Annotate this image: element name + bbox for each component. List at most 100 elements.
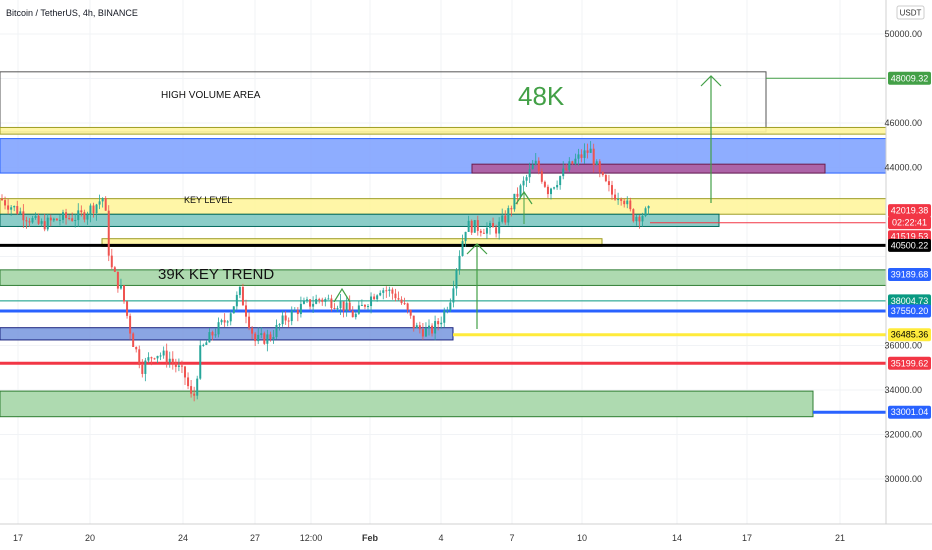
candle-body[interactable] bbox=[92, 205, 95, 214]
candle-body[interactable] bbox=[589, 148, 592, 153]
candle-body[interactable] bbox=[614, 194, 617, 200]
candle-body[interactable] bbox=[266, 334, 269, 344]
candle-body[interactable] bbox=[363, 304, 366, 307]
candle-body[interactable] bbox=[513, 193, 516, 210]
price-tag[interactable]: 48009.32 bbox=[888, 71, 931, 85]
candle-body[interactable] bbox=[4, 200, 7, 206]
price-tag[interactable]: 38004.73 bbox=[888, 294, 931, 308]
candle-body[interactable] bbox=[556, 185, 559, 188]
candle-body[interactable] bbox=[260, 333, 263, 335]
candle-body[interactable] bbox=[580, 154, 583, 158]
candle-body[interactable] bbox=[443, 310, 446, 323]
candle-body[interactable] bbox=[595, 161, 598, 165]
candle-body[interactable] bbox=[333, 307, 336, 309]
candle-body[interactable] bbox=[89, 205, 92, 215]
candle-body[interactable] bbox=[348, 302, 351, 311]
candle-body[interactable] bbox=[211, 332, 214, 336]
candle-body[interactable] bbox=[49, 217, 52, 221]
candle-body[interactable] bbox=[644, 208, 647, 217]
candle-body[interactable] bbox=[528, 169, 531, 178]
candle-body[interactable] bbox=[501, 215, 504, 222]
candle-body[interactable] bbox=[226, 321, 229, 323]
candle-body[interactable] bbox=[412, 315, 415, 329]
candle-body[interactable] bbox=[113, 267, 116, 272]
candle-body[interactable] bbox=[397, 298, 400, 300]
candle-body[interactable] bbox=[107, 210, 110, 256]
candle-body[interactable] bbox=[537, 160, 540, 172]
candle-body[interactable] bbox=[190, 386, 193, 394]
candle-body[interactable] bbox=[205, 342, 208, 345]
candle-body[interactable] bbox=[86, 214, 89, 220]
candle-body[interactable] bbox=[403, 303, 406, 305]
candle-body[interactable] bbox=[263, 333, 266, 344]
candle-body[interactable] bbox=[46, 217, 49, 230]
candle-body[interactable] bbox=[123, 285, 125, 302]
candle-body[interactable] bbox=[611, 185, 613, 195]
zone-high-volume-area[interactable] bbox=[0, 71, 767, 133]
candle-body[interactable] bbox=[7, 205, 10, 210]
candle-body[interactable] bbox=[568, 161, 571, 170]
candle-body[interactable] bbox=[351, 310, 354, 318]
candle-body[interactable] bbox=[162, 350, 165, 356]
candle-body[interactable] bbox=[370, 296, 373, 307]
candle-body[interactable] bbox=[232, 306, 235, 314]
candle-body[interactable] bbox=[312, 303, 315, 307]
price-tag[interactable]: 33001.04 bbox=[888, 405, 931, 419]
candle-body[interactable] bbox=[287, 320, 290, 322]
candle-body[interactable] bbox=[379, 292, 382, 296]
candle-body[interactable] bbox=[309, 299, 312, 307]
candle-body[interactable] bbox=[202, 344, 205, 346]
candle-body[interactable] bbox=[406, 303, 409, 310]
price-tag[interactable]: 36485.36 bbox=[888, 328, 931, 342]
candle-body[interactable] bbox=[37, 215, 40, 224]
candle-body[interactable] bbox=[473, 220, 476, 233]
candle-body[interactable] bbox=[476, 220, 479, 231]
candle-body[interactable] bbox=[482, 232, 485, 234]
candle-body[interactable] bbox=[516, 193, 519, 197]
candle-body[interactable] bbox=[25, 220, 28, 222]
candle-body[interactable] bbox=[498, 221, 501, 234]
candle-body[interactable] bbox=[546, 186, 549, 195]
price-tag[interactable]: 37550.20 bbox=[888, 304, 931, 318]
candle-body[interactable] bbox=[583, 150, 586, 158]
zone-teal[interactable] bbox=[0, 213, 720, 227]
candle-body[interactable] bbox=[299, 303, 302, 315]
candle-body[interactable] bbox=[376, 295, 379, 300]
candle-body[interactable] bbox=[95, 204, 98, 214]
candle-body[interactable] bbox=[58, 219, 61, 221]
price-tag[interactable]: 42019.38 bbox=[888, 204, 931, 218]
candle-body[interactable] bbox=[184, 366, 186, 378]
unit-badge[interactable] bbox=[896, 5, 925, 20]
candle-body[interactable] bbox=[138, 349, 141, 366]
candle-body[interactable] bbox=[214, 334, 217, 336]
candle-body[interactable] bbox=[458, 255, 461, 270]
candle-body[interactable] bbox=[373, 296, 376, 300]
candle-body[interactable] bbox=[431, 325, 434, 334]
candle-body[interactable] bbox=[278, 324, 281, 326]
candle-body[interactable] bbox=[553, 187, 556, 189]
candle-body[interactable] bbox=[174, 362, 177, 367]
candle-body[interactable] bbox=[470, 220, 473, 233]
candle-body[interactable] bbox=[22, 211, 25, 221]
candle-body[interactable] bbox=[52, 218, 55, 221]
candle-body[interactable] bbox=[28, 221, 31, 223]
candle-body[interactable] bbox=[19, 211, 22, 214]
candle-body[interactable] bbox=[592, 148, 595, 165]
candle-body[interactable] bbox=[71, 218, 74, 221]
candle-body[interactable] bbox=[495, 227, 498, 234]
candle-body[interactable] bbox=[68, 218, 71, 220]
candle-body[interactable] bbox=[485, 227, 488, 234]
candle-body[interactable] bbox=[464, 231, 467, 242]
candle-body[interactable] bbox=[229, 313, 232, 322]
candle-body[interactable] bbox=[437, 321, 440, 325]
candle-body[interactable] bbox=[62, 212, 64, 220]
candle-body[interactable] bbox=[116, 271, 119, 289]
candle-body[interactable] bbox=[284, 315, 287, 321]
candle-body[interactable] bbox=[34, 215, 37, 219]
candle-body[interactable] bbox=[119, 285, 122, 289]
candle-body[interactable] bbox=[559, 176, 562, 186]
candle-body[interactable] bbox=[461, 241, 464, 256]
candle-body[interactable] bbox=[434, 321, 437, 334]
candle-body[interactable] bbox=[345, 302, 348, 311]
candle-body[interactable] bbox=[339, 301, 342, 309]
